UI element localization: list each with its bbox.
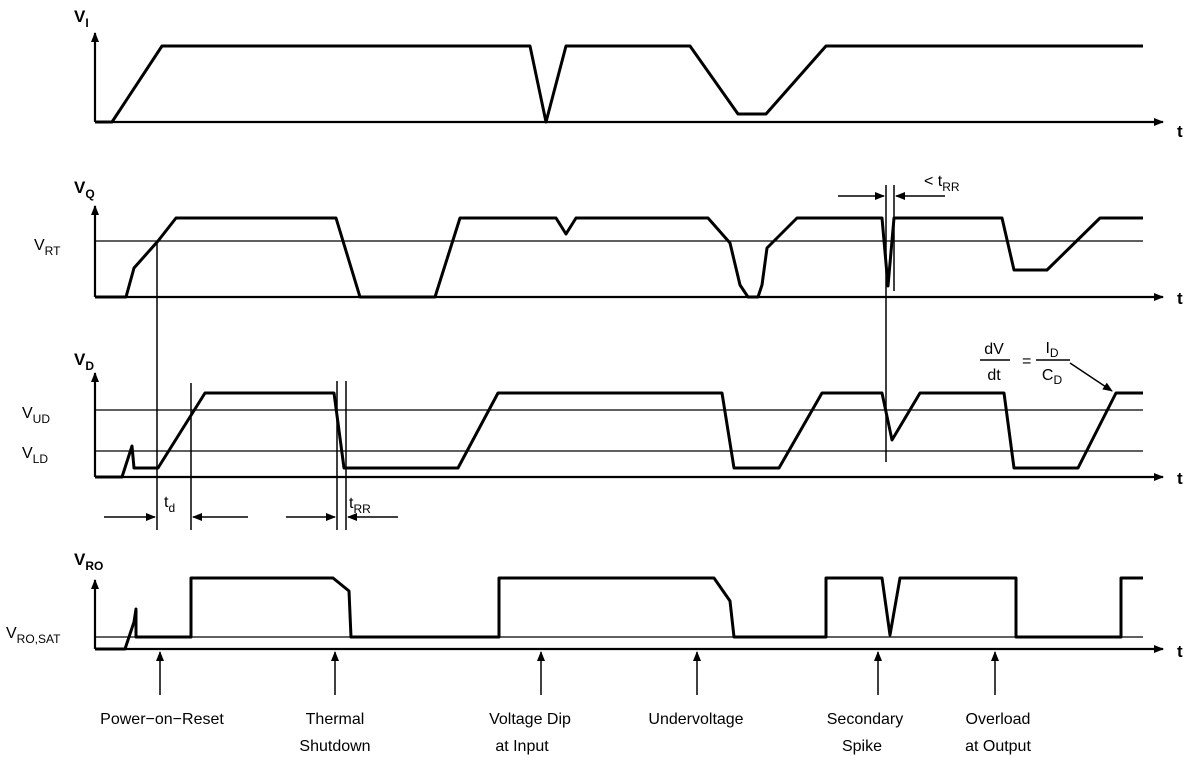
vi-t-label: t xyxy=(1177,122,1183,141)
vro-t-label: t xyxy=(1177,642,1183,661)
vrt-label: VRT xyxy=(34,237,61,258)
lt-trr-label: < tRR xyxy=(924,173,960,194)
event-overload-line1: Overload xyxy=(966,711,1031,728)
vq-panel: VQ VRT t < tRR xyxy=(34,173,1183,308)
vi-axis-label: VI xyxy=(74,7,89,30)
vq-waveform xyxy=(95,216,1143,299)
formula-num-right: ID xyxy=(1045,340,1058,360)
event-captions: Power−on−Reset Thermal Shutdown Voltage … xyxy=(100,711,1031,755)
vro-axis-label: VRO xyxy=(74,550,103,573)
event-spike-line2: Spike xyxy=(842,738,882,755)
formula-den-right: CD xyxy=(1042,367,1063,387)
td-label: td xyxy=(164,494,175,515)
event-voltage-dip-line2: at Input xyxy=(495,738,549,755)
vd-waveform xyxy=(95,391,1143,479)
formula-equals: = xyxy=(1022,353,1031,370)
vi-waveform xyxy=(95,44,1143,124)
formula-den-left: dt xyxy=(987,367,1001,384)
vi-panel: VI t xyxy=(74,7,1183,141)
event-thermal-line2: Shutdown xyxy=(299,738,370,755)
vro-panel: VRO VRO,SAT t xyxy=(6,550,1183,695)
vrosat-label: VRO,SAT xyxy=(6,625,61,646)
event-thermal-line1: Thermal xyxy=(306,711,365,728)
trr-label: tRR xyxy=(349,495,371,516)
vud-label: VUD xyxy=(22,405,50,426)
vd-axis-label: VD xyxy=(74,350,94,373)
vq-t-label: t xyxy=(1177,289,1183,308)
formula-pointer-arrow xyxy=(1069,362,1113,392)
vro-waveform xyxy=(95,576,1143,651)
event-power-on-reset: Power−on−Reset xyxy=(100,711,224,728)
formula-num-left: dV xyxy=(984,341,1004,358)
event-undervoltage: Undervoltage xyxy=(648,711,743,728)
event-overload-line2: at Output xyxy=(965,738,1031,755)
event-voltage-dip-line1: Voltage Dip xyxy=(489,711,571,728)
slope-formula: dV dt = ID CD xyxy=(980,340,1113,392)
event-spike-line1: Secondary xyxy=(827,711,904,728)
vd-panel: VD VUD VLD t td tRR dV dt = ID CD xyxy=(22,241,1183,530)
vd-t-label: t xyxy=(1177,469,1183,488)
vld-label: VLD xyxy=(22,445,48,466)
vq-axis-label: VQ xyxy=(74,178,95,201)
